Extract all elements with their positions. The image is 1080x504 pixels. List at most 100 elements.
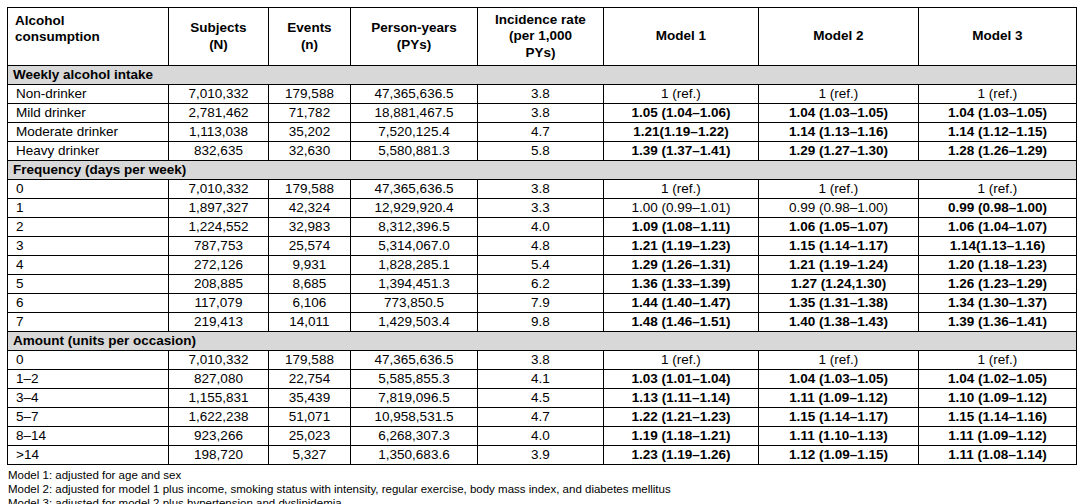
model3-cell: 1.28 (1.26–1.29)	[919, 142, 1077, 161]
model2-cell: 1.21 (1.19–1.24)	[759, 256, 919, 275]
events-cell: 35,202	[269, 123, 351, 142]
model3-cell: 1.04 (1.03–1.05)	[919, 104, 1077, 123]
model2-cell: 1 (ref.)	[759, 85, 919, 104]
person-years-cell: 1,350,683.6	[351, 446, 478, 465]
incidence-rate-cell: 4.7	[478, 123, 604, 142]
events-cell: 5,327	[269, 446, 351, 465]
model2-cell: 1 (ref.)	[759, 180, 919, 199]
col-header-incidence-rate: Incidence rate (per 1,000 PYs)	[478, 8, 604, 66]
model1-cell: 1.29 (1.26–1.31)	[604, 256, 759, 275]
events-cell: 6,106	[269, 294, 351, 313]
model2-cell: 0.99 (0.98–1.00)	[759, 199, 919, 218]
row-label-cell: Heavy drinker	[8, 142, 169, 161]
footnotes: Model 1: adjusted for age and sex Model …	[7, 468, 1076, 504]
col-header-person-years: Person-years (PYs)	[351, 8, 478, 66]
footnote-model3: Model 3: adjusted for model 2 plus hyper…	[8, 496, 1076, 504]
model1-cell: 1.13 (1.11–1.14)	[604, 389, 759, 408]
subjects-cell: 219,413	[169, 313, 269, 332]
table-row: 07,010,332179,58847,365,636.53.81 (ref.)…	[8, 180, 1077, 199]
model2-cell: 1.27 (1.24,1.30)	[759, 275, 919, 294]
person-years-cell: 773,850.5	[351, 294, 478, 313]
row-label-cell: 3	[8, 237, 169, 256]
paper-table-page: Alcohol consumptionSubjects (N)Events (n…	[7, 7, 1076, 504]
events-cell: 32,983	[269, 218, 351, 237]
col-header-model2: Model 2	[759, 8, 919, 66]
model3-cell: 1.11 (1.09–1.12)	[919, 427, 1077, 446]
table-row: Non-drinker7,010,332179,58847,365,636.53…	[8, 85, 1077, 104]
model2-cell: 1.15 (1.14–1.17)	[759, 408, 919, 427]
row-label-cell: 4	[8, 256, 169, 275]
row-label-cell: 8–14	[8, 427, 169, 446]
row-label-cell: 0	[8, 180, 169, 199]
row-label-cell: 7	[8, 313, 169, 332]
model3-cell: 1.11 (1.08–1.14)	[919, 446, 1077, 465]
row-label-cell: Mild drinker	[8, 104, 169, 123]
subjects-cell: 7,010,332	[169, 351, 269, 370]
row-label-cell: 5	[8, 275, 169, 294]
footnote-model1: Model 1: adjusted for age and sex	[8, 468, 1076, 482]
incidence-rate-cell: 4.7	[478, 408, 604, 427]
col-header-model3: Model 3	[919, 8, 1077, 66]
person-years-cell: 7,520,125.4	[351, 123, 478, 142]
person-years-cell: 47,365,636.5	[351, 85, 478, 104]
person-years-cell: 5,580,881.3	[351, 142, 478, 161]
events-cell: 9,931	[269, 256, 351, 275]
person-years-cell: 1,394,451.3	[351, 275, 478, 294]
model2-cell: 1.15 (1.14–1.17)	[759, 237, 919, 256]
events-cell: 179,588	[269, 180, 351, 199]
events-cell: 32,630	[269, 142, 351, 161]
section-title: Frequency (days per week)	[8, 161, 1077, 180]
model1-cell: 1.21(1.19–1.22)	[604, 123, 759, 142]
model2-cell: 1.14 (1.13–1.16)	[759, 123, 919, 142]
events-cell: 35,439	[269, 389, 351, 408]
subjects-cell: 832,635	[169, 142, 269, 161]
incidence-rate-cell: 4.0	[478, 218, 604, 237]
col-header-subjects: Subjects (N)	[169, 8, 269, 66]
person-years-cell: 1,429,503.4	[351, 313, 478, 332]
events-cell: 25,574	[269, 237, 351, 256]
model1-cell: 1.23 (1.19–1.26)	[604, 446, 759, 465]
row-label-cell: 5–7	[8, 408, 169, 427]
model3-cell: 1.04 (1.02–1.05)	[919, 370, 1077, 389]
person-years-cell: 5,314,067.0	[351, 237, 478, 256]
row-label-cell: >14	[8, 446, 169, 465]
incidence-rate-cell: 3.8	[478, 180, 604, 199]
table-row: 07,010,332179,58847,365,636.53.81 (ref.)…	[8, 351, 1077, 370]
subjects-cell: 272,126	[169, 256, 269, 275]
row-label-cell: Non-drinker	[8, 85, 169, 104]
row-label-cell: 6	[8, 294, 169, 313]
footnote-model2: Model 2: adjusted for model 1 plus incom…	[8, 482, 1076, 496]
model3-cell: 0.99 (0.98–1.00)	[919, 199, 1077, 218]
section-title: Weekly alcohol intake	[8, 66, 1077, 85]
model3-cell: 1 (ref.)	[919, 180, 1077, 199]
row-label-cell: Moderate drinker	[8, 123, 169, 142]
incidence-rate-cell: 3.3	[478, 199, 604, 218]
table-row: 7219,41314,0111,429,503.49.81.48 (1.46–1…	[8, 313, 1077, 332]
table-row: 3–41,155,83135,4397,819,096.54.51.13 (1.…	[8, 389, 1077, 408]
model1-cell: 1.09 (1.08–1.11)	[604, 218, 759, 237]
col-header-model1: Model 1	[604, 8, 759, 66]
model3-cell: 1.10 (1.09–1.12)	[919, 389, 1077, 408]
subjects-cell: 787,753	[169, 237, 269, 256]
model3-cell: 1.14(1.13–1.16)	[919, 237, 1077, 256]
subjects-cell: 117,079	[169, 294, 269, 313]
model1-cell: 1 (ref.)	[604, 180, 759, 199]
subjects-cell: 1,897,327	[169, 199, 269, 218]
person-years-cell: 1,828,285.1	[351, 256, 478, 275]
subjects-cell: 827,080	[169, 370, 269, 389]
person-years-cell: 47,365,636.5	[351, 351, 478, 370]
incidence-rate-cell: 5.4	[478, 256, 604, 275]
events-cell: 22,754	[269, 370, 351, 389]
model3-cell: 1.34 (1.30–1.37)	[919, 294, 1077, 313]
section-header-row: Weekly alcohol intake	[8, 66, 1077, 85]
model1-cell: 1.22 (1.21–1.23)	[604, 408, 759, 427]
model2-cell: 1.11 (1.09–1.12)	[759, 389, 919, 408]
subjects-cell: 1,622,238	[169, 408, 269, 427]
incidence-rate-cell: 4.5	[478, 389, 604, 408]
events-cell: 71,782	[269, 104, 351, 123]
subjects-cell: 2,781,462	[169, 104, 269, 123]
table-row: 3787,75325,5745,314,067.04.81.21 (1.19–1…	[8, 237, 1077, 256]
row-label-cell: 1	[8, 199, 169, 218]
table-row: 21,224,55232,9838,312,396.54.01.09 (1.08…	[8, 218, 1077, 237]
person-years-cell: 8,312,396.5	[351, 218, 478, 237]
